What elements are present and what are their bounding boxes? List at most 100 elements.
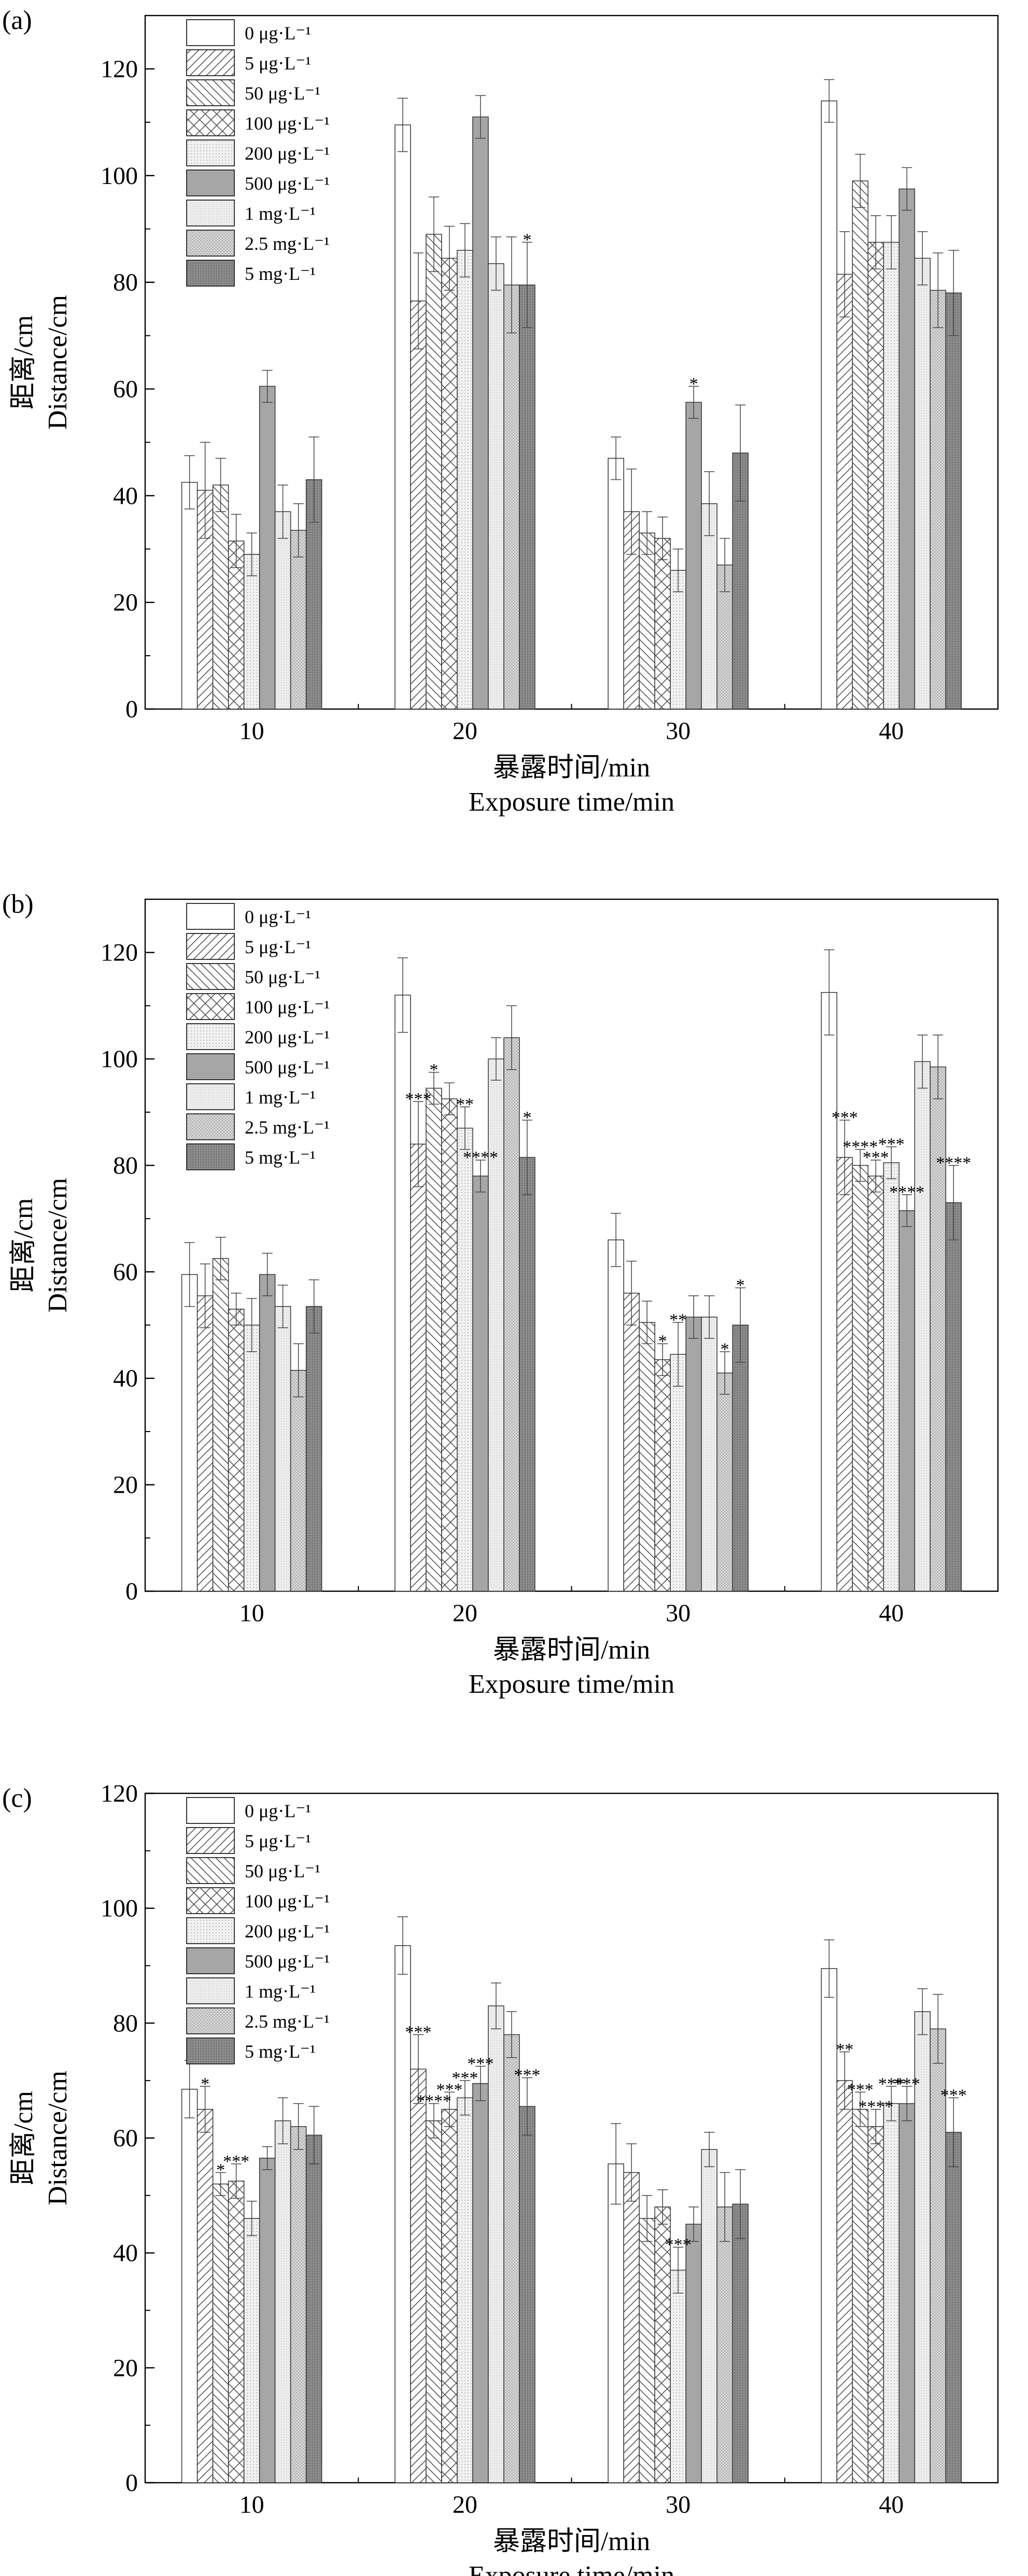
bar [930, 290, 947, 710]
y-tick-label: 80 [113, 269, 138, 296]
y-tick-label: 40 [113, 482, 138, 509]
legend-label: 200 μg·L⁻¹ [245, 1921, 330, 1942]
legend-swatch [186, 963, 235, 990]
bar [898, 1210, 916, 1592]
legend-swatch [186, 49, 235, 76]
bar [457, 250, 473, 710]
x-axis-title-cn: 暴露时间/min [493, 1635, 650, 1665]
bar [519, 285, 536, 710]
legend-swatch [186, 169, 235, 196]
bar [395, 124, 411, 710]
significance-mark: ** [669, 1310, 687, 1329]
bar [441, 1098, 458, 1592]
bar [259, 386, 276, 710]
significance-mark: **** [858, 2098, 893, 2117]
significance-mark: *** [467, 2054, 494, 2073]
bar [243, 2218, 260, 2483]
chart-panel-1: 0 20 40 60 80 100 120 10 20 30 40 * * 0 μg·L⁻¹ 5 μg·L⁻… [2, 6, 999, 817]
legend-label: 50 μg·L⁻¹ [245, 83, 320, 104]
x-tick-label: 20 [453, 1600, 477, 1627]
bar [259, 2158, 276, 2483]
significance-mark: *** [863, 1148, 889, 1167]
bar [685, 1317, 702, 1592]
x-tick-label: 30 [666, 1600, 691, 1627]
y-tick-label: 100 [101, 162, 138, 190]
y-tick-label: 60 [113, 375, 138, 403]
legend-label: 5 μg·L⁻¹ [245, 1831, 311, 1851]
bar [290, 530, 307, 710]
significance-mark: **** [416, 2092, 452, 2111]
legend-swatch [186, 1143, 235, 1170]
x-axis-title-en: Exposure time/min [469, 787, 674, 817]
x-tick-label: 30 [666, 717, 691, 745]
legend-label: 200 μg·L⁻¹ [245, 1027, 330, 1048]
bar [519, 2106, 536, 2483]
bar [930, 1066, 947, 1592]
y-tick-label: 80 [113, 1152, 138, 1179]
x-tick-label: 20 [453, 717, 477, 745]
legend-label: 100 μg·L⁻¹ [245, 1891, 330, 1912]
x-tick-label: 40 [879, 717, 904, 745]
significance-mark: * [201, 2074, 209, 2093]
legend-swatch [186, 1083, 235, 1110]
bar [701, 1317, 717, 1592]
y-tick-label: 40 [113, 2240, 138, 2267]
legend-label: 50 μg·L⁻¹ [245, 967, 320, 987]
significance-mark: * [523, 230, 531, 249]
legend-label: 200 μg·L⁻¹ [245, 143, 330, 164]
significance-mark: *** [665, 2235, 692, 2255]
legend-label: 50 μg·L⁻¹ [245, 1861, 320, 1881]
y-axis-title-cn: 距离/cm [9, 2091, 38, 2185]
legend-swatch [186, 2007, 235, 2034]
legend-swatch [186, 230, 235, 257]
x-tick-label: 30 [666, 2491, 691, 2518]
bar [716, 1372, 733, 1592]
x-tick-label: 10 [240, 1600, 264, 1627]
bar [274, 2120, 291, 2483]
legend-swatch [186, 1053, 235, 1080]
significance-mark: **** [889, 1183, 924, 1202]
legend-swatch [186, 1887, 235, 1914]
x-tick-label: 40 [879, 2491, 904, 2518]
significance-mark: * [736, 1276, 745, 1295]
significance-mark: *** [847, 2080, 874, 2099]
panel-label: (b) [2, 889, 34, 919]
legend-swatch [186, 1977, 235, 2004]
panel-label: (c) [2, 1784, 32, 1813]
y-tick-label: 0 [125, 696, 138, 723]
bar [441, 2108, 458, 2483]
y-tick-label: 80 [113, 2009, 138, 2037]
bar [670, 1354, 686, 1592]
legend-label: 5 mg·L⁻¹ [245, 1147, 316, 1168]
bar [243, 1324, 260, 1592]
bar [836, 2080, 853, 2483]
significance-mark: *** [436, 2080, 462, 2099]
legend-swatch [186, 1917, 235, 1944]
legend-swatch [186, 1023, 235, 1050]
y-axis-title-en: Distance/cm [43, 295, 73, 430]
bar [488, 263, 504, 710]
legend-label: 1 mg·L⁻¹ [245, 1087, 316, 1108]
significance-mark: * [216, 2161, 225, 2180]
bar [457, 1127, 473, 1592]
bar [608, 2163, 624, 2483]
legend-label: 1 mg·L⁻¹ [245, 203, 316, 224]
significance-mark: * [429, 1060, 438, 1080]
significance-mark: *** [832, 1108, 858, 1127]
significance-mark: ** [836, 2040, 853, 2059]
y-axis-title-en: Distance/cm [43, 2071, 73, 2205]
bar [488, 1058, 504, 1592]
legend-label: 2.5 mg·L⁻¹ [245, 1117, 330, 1138]
bar [867, 242, 884, 710]
bar [488, 2005, 504, 2483]
legend-swatch [186, 1113, 235, 1140]
x-axis-title-cn: 暴露时间/min [493, 753, 650, 783]
y-tick-label: 120 [101, 939, 138, 967]
bar [639, 532, 655, 710]
bar [181, 1274, 198, 1592]
bar [685, 402, 702, 710]
bar [821, 1968, 838, 2483]
significance-mark: *** [452, 2069, 478, 2088]
